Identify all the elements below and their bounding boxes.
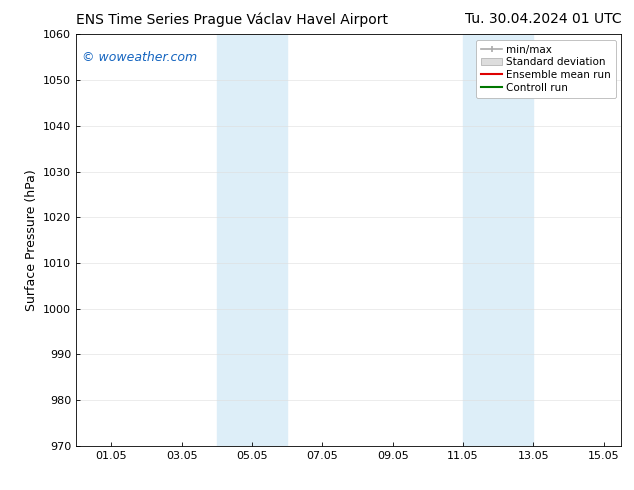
Text: Tu. 30.04.2024 01 UTC: Tu. 30.04.2024 01 UTC <box>465 12 621 26</box>
Bar <box>217 34 287 446</box>
Text: © woweather.com: © woweather.com <box>82 51 197 64</box>
Y-axis label: Surface Pressure (hPa): Surface Pressure (hPa) <box>25 169 37 311</box>
Text: ENS Time Series Prague Václav Havel Airport: ENS Time Series Prague Václav Havel Airp… <box>76 12 388 27</box>
Legend: min/max, Standard deviation, Ensemble mean run, Controll run: min/max, Standard deviation, Ensemble me… <box>476 40 616 98</box>
Bar <box>463 34 533 446</box>
